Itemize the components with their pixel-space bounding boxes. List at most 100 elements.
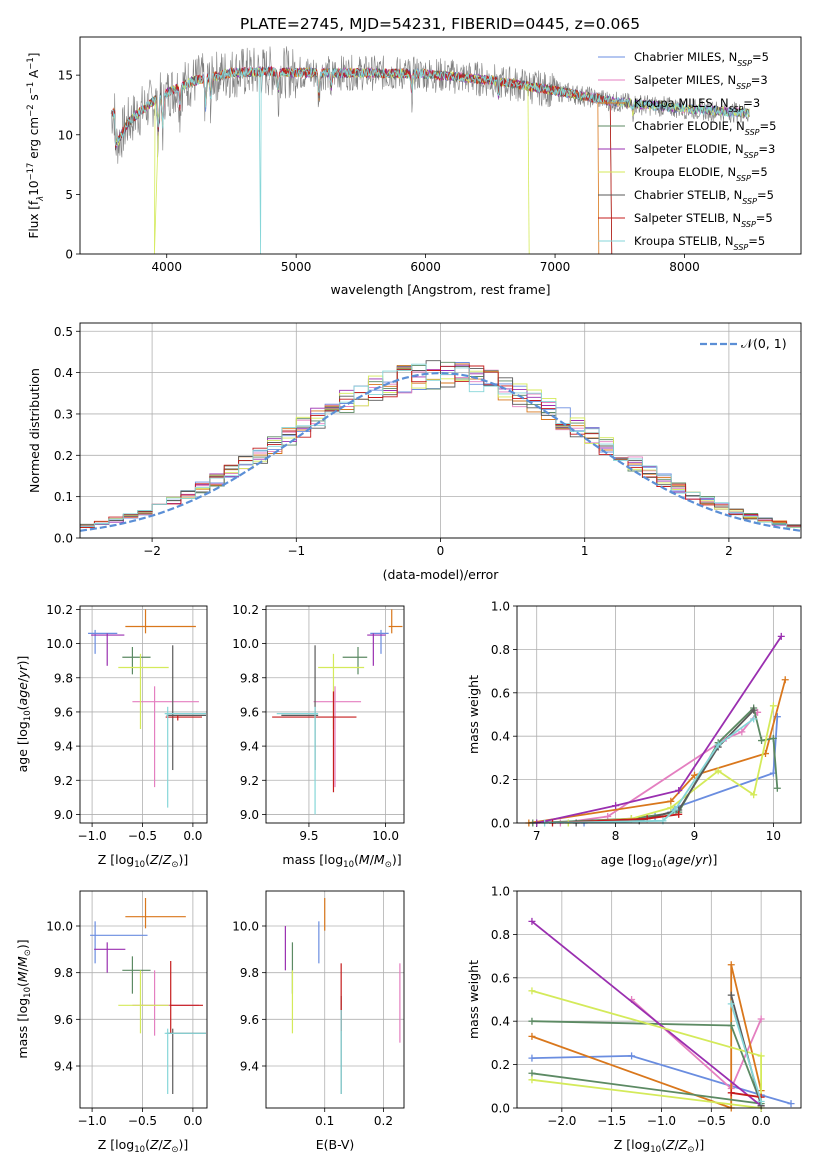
mass-weight-marker [604, 812, 612, 820]
mass-weight-marker [750, 706, 758, 714]
page-title: PLATE=2745, MJD=54231, FIBERID=0445, z=0… [240, 15, 640, 33]
mass-weight-marker [528, 1076, 536, 1084]
mass-weight-series [730, 1003, 762, 1102]
y-tick-label: 15 [58, 69, 73, 83]
mass-weight-marker [612, 802, 620, 810]
mass-weight-series [536, 635, 783, 823]
mass-weight-series [531, 989, 762, 1108]
x-tick-label: 8000 [669, 260, 700, 274]
y-tick-label: 10.0 [46, 637, 73, 651]
chart-residuals: −2 −1 0 1 2 0.0 0.1 0.2 0.3 0.4 0.5 𝒩(0, 1) (data-mo… [27, 322, 802, 582]
y-tick-label: 0.6 [491, 686, 510, 700]
histogram-series [80, 363, 801, 529]
y-axis-label: age [log10(age/yr)] [15, 656, 33, 773]
x-tick-label: −1.0 [78, 1114, 107, 1128]
chart-weight-vs-Z: −2.0 −1.5 −1.0 −0.5 0.0 0.0 0.2 0.4 0.6 0.8 1.0 mas… [466, 885, 802, 1155]
x-tick-label: 0.0 [183, 1114, 202, 1128]
mass-weight-marker [528, 987, 536, 995]
x-tick-label: −1 [287, 544, 305, 558]
y-tick-label: 10 [58, 128, 73, 142]
x-axis-label: Z [log10(Z/Z⊙)] [98, 1137, 188, 1155]
mass-weight-marker [691, 771, 698, 779]
mass-weight-marker [528, 1069, 536, 1077]
legend-entry: 𝒩(0, 1) [741, 336, 787, 351]
mass-weight-marker [675, 810, 683, 818]
axes-frame [79, 890, 208, 1109]
axes-frame [79, 605, 208, 824]
x-tick-label: 7 [533, 829, 541, 843]
y-tick-label: 10.2 [232, 603, 259, 617]
mass-weight-marker [714, 741, 722, 749]
x-tick-label: −0.5 [697, 1114, 726, 1128]
mass-weight-marker [773, 784, 781, 792]
y-tick-label: 9.2 [54, 774, 73, 788]
x-axis-label: mass [log10(M/M⊙)] [282, 852, 401, 870]
x-tick-label: 10.0 [372, 829, 399, 843]
x-tick-label: 4000 [151, 260, 182, 274]
x-tick-label: −1.5 [597, 1114, 626, 1128]
mass-weight-marker [757, 1097, 765, 1105]
y-tick-label: 9.8 [240, 966, 259, 980]
mass-weight-series [531, 920, 762, 1107]
mass-weight-marker [781, 676, 789, 684]
y-tick-label: 0.4 [491, 730, 510, 744]
axes-frame [79, 36, 802, 255]
chart-spectrum: 4000 5000 6000 7000 8000 0 5 10 15 wavelength [An… [26, 36, 802, 297]
y-tick-label: 9.8 [54, 966, 73, 980]
mass-weight-marker [528, 1054, 536, 1062]
legend-entry: Chabrier ELODIE, NSSP=5 [634, 119, 776, 137]
mass-weight-marker [769, 702, 777, 710]
y-axis-label: Flux [fλ10−17 erg cm−2 s−1 A−1] [26, 53, 46, 239]
y-tick-label: 0.2 [54, 449, 73, 463]
x-tick-label: 9.5 [299, 829, 318, 843]
model-spectrum-line [112, 66, 600, 254]
mass-weight-marker [769, 734, 777, 742]
legend-entry: Chabrier MILES, NSSP=5 [634, 50, 769, 68]
mass-weight-series [544, 718, 755, 823]
y-axis-label: Normed distribution [27, 368, 42, 493]
y-tick-label: 9.6 [54, 705, 73, 719]
x-tick-label: 6000 [410, 260, 441, 274]
y-tick-label: 10.0 [46, 920, 73, 934]
histogram-series [80, 365, 801, 530]
x-tick-label: 0.0 [183, 829, 202, 843]
mass-weight-marker [714, 767, 722, 775]
y-tick-label: 10.2 [46, 603, 73, 617]
x-tick-label: −2 [143, 544, 161, 558]
legend-entry: Kroupa ELODIE, NSSP=5 [634, 165, 768, 183]
y-axis-label: mass weight [466, 675, 481, 754]
mass-weight-marker [628, 1052, 636, 1060]
x-tick-label: 9 [691, 829, 699, 843]
mass-weight-marker [757, 1052, 765, 1060]
x-tick-label: 0.0 [752, 1114, 771, 1128]
x-tick-label: 1 [581, 544, 589, 558]
y-tick-label: 0.0 [491, 817, 510, 831]
x-axis-label: E(B-V) [316, 1137, 355, 1152]
y-tick-label: 0.0 [54, 532, 73, 546]
y-tick-label: 9.8 [54, 671, 73, 685]
chart-mass-vs-ebv: 0.1 0.2 9.4 9.6 9.8 10.0 E(B-V) [232, 890, 405, 1152]
mass-weight-marker [750, 715, 758, 723]
axes-frame [265, 890, 405, 1109]
legend-entry: Salpeter MILES, NSSP=3 [634, 73, 768, 91]
axes-frame [79, 322, 802, 539]
y-tick-label: 9.2 [240, 774, 259, 788]
x-tick-label: −0.5 [128, 829, 157, 843]
x-tick-label: 10 [766, 829, 781, 843]
mass-weight-marker [758, 737, 766, 745]
x-axis-label: (data-model)/error [383, 567, 500, 582]
x-axis-label: wavelength [Angstrom, rest frame] [330, 282, 550, 297]
chart-age-vs-Z: −1.0 −0.5 0.0 9.0 9.2 9.4 9.6 9.8 10.0 10.2 Z [log… [15, 603, 208, 870]
axes-frame [265, 605, 405, 824]
chart-weight-vs-age: 7 8 9 10 0.0 0.2 0.4 0.6 0.8 1.0 mass weight age [l… [466, 600, 802, 870]
mass-weight-marker [667, 797, 675, 805]
y-tick-label: 10.0 [232, 637, 259, 651]
x-tick-label: 8 [612, 829, 620, 843]
y-tick-label: 9.6 [240, 1013, 259, 1027]
y-tick-label: 1.0 [491, 600, 510, 614]
y-tick-label: 9.4 [54, 740, 73, 754]
y-tick-label: 9.4 [240, 740, 259, 754]
y-tick-label: 5 [65, 188, 73, 202]
y-tick-label: 0.2 [491, 1058, 510, 1072]
model-spectrum-line [112, 66, 750, 254]
